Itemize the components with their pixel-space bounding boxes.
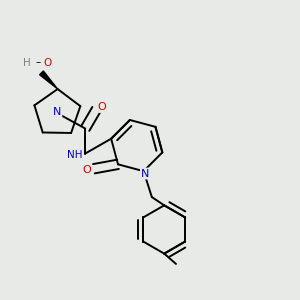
- Text: NH: NH: [67, 150, 83, 160]
- Text: O: O: [97, 102, 106, 112]
- Text: H: H: [23, 58, 31, 68]
- Text: O: O: [82, 165, 91, 175]
- Polygon shape: [40, 71, 58, 89]
- Text: O: O: [44, 58, 52, 68]
- Text: –: –: [36, 58, 41, 68]
- Text: N: N: [53, 107, 61, 117]
- Text: N: N: [141, 169, 149, 178]
